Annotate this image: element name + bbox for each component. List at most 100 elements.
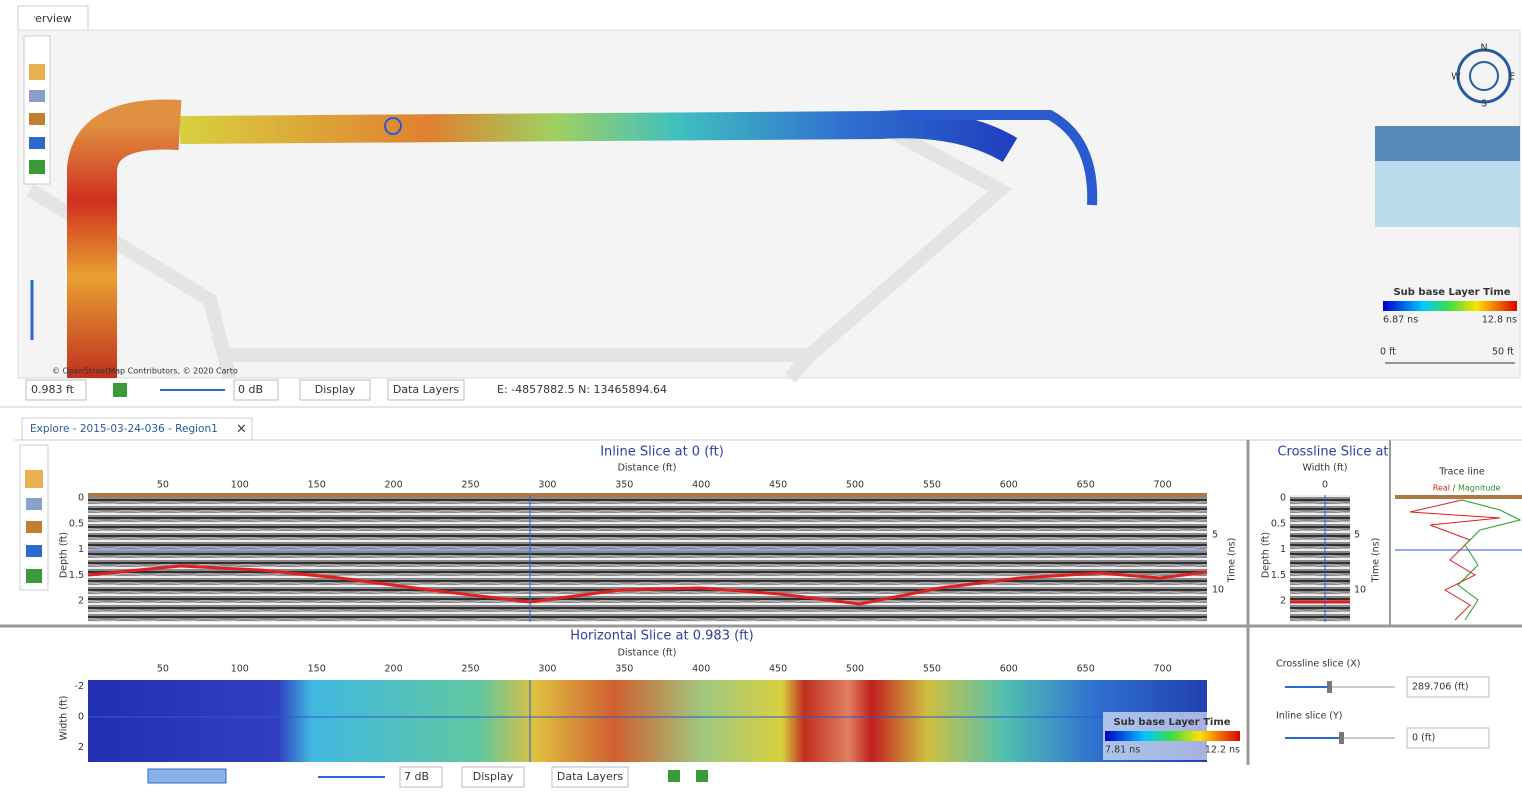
inline-radargram bbox=[88, 495, 1207, 622]
x-tick-label: 0 bbox=[1322, 480, 1328, 491]
crossline-x-label: Width (ft) bbox=[1303, 463, 1348, 474]
crossline-slider-label: Crossline slice (X) bbox=[1276, 659, 1360, 670]
crossline-title: Crossline Slice at bbox=[1277, 445, 1388, 460]
page: { "overview": { "tab": "Overview", "comp… bbox=[0, 0, 1522, 790]
scroll-bar[interactable] bbox=[148, 769, 226, 783]
x-tick-label: 450 bbox=[769, 664, 787, 675]
x-tick-label: 600 bbox=[1000, 664, 1018, 675]
y-tick-label: 1 bbox=[78, 544, 84, 555]
close-tab-icon[interactable]: × bbox=[236, 422, 247, 437]
y-tick-label: 5 bbox=[1354, 530, 1360, 541]
display-label: Display bbox=[473, 770, 514, 783]
trace-sep: / bbox=[1453, 484, 1456, 493]
data-layers-label: Data Layers bbox=[557, 770, 623, 783]
inline-title: Inline Slice at 0 (ft) bbox=[600, 445, 724, 460]
x-tick-label: 100 bbox=[231, 480, 249, 491]
y-tick-label: 1.5 bbox=[69, 570, 84, 581]
x-tick-label: 700 bbox=[1154, 664, 1172, 675]
x-tick-label: 250 bbox=[461, 480, 479, 491]
crossline-y-label: Depth (ft) bbox=[1261, 532, 1272, 578]
explore-toolbar: 7 dB Display Data Layers bbox=[148, 767, 708, 787]
legend-bar bbox=[1105, 731, 1240, 741]
trace-magnitude: Magnitude bbox=[1458, 484, 1500, 493]
x-tick-label: 700 bbox=[1154, 480, 1172, 491]
y-tick-label: 2 bbox=[78, 742, 84, 753]
legend-min: 6.87 ns bbox=[1383, 315, 1418, 326]
x-tick-label: 550 bbox=[923, 664, 941, 675]
x-tick-label: 250 bbox=[461, 664, 479, 675]
y-tick-label: 0 bbox=[78, 712, 84, 723]
crossline-y2-label: Time (ns) bbox=[1371, 538, 1382, 584]
explore-tab-label: Explore - 2015-03-24-036 - Region1 bbox=[30, 423, 218, 435]
horizontal-title: Horizontal Slice at 0.983 (ft) bbox=[570, 629, 753, 644]
data-layers-label: Data Layers bbox=[393, 383, 459, 396]
inline-y-label: Depth (ft) bbox=[59, 532, 70, 578]
y-tick-label: 0.5 bbox=[1271, 518, 1286, 529]
trace-real-line bbox=[1410, 500, 1500, 620]
y-tick-label: 0.5 bbox=[69, 518, 84, 529]
x-tick-label: 100 bbox=[231, 664, 249, 675]
x-tick-label: 650 bbox=[1077, 664, 1095, 675]
inline-slider-label: Inline slice (Y) bbox=[1276, 711, 1343, 722]
x-tick-label: 350 bbox=[615, 664, 633, 675]
compass-n: N bbox=[1480, 43, 1487, 54]
x-tick-label: 200 bbox=[385, 480, 403, 491]
legend-min: 7.81 ns bbox=[1105, 745, 1140, 756]
trace-real: Real bbox=[1433, 484, 1450, 493]
layer-icon[interactable] bbox=[668, 770, 680, 782]
legend-title: Sub base Layer Time bbox=[1113, 717, 1230, 728]
slider-thumb[interactable] bbox=[1327, 681, 1332, 693]
surface-line bbox=[88, 493, 1207, 497]
scale-start: 0 ft bbox=[1380, 347, 1396, 358]
horizontal-y-label: Width (ft) bbox=[59, 696, 70, 741]
x-tick-label: 650 bbox=[1077, 480, 1095, 491]
coordinates: E: -4857882.5 N: 13465894.64 bbox=[497, 383, 667, 396]
minimap bbox=[1375, 161, 1520, 227]
legend-max: 12.2 ns bbox=[1205, 745, 1240, 756]
inline-value: 0 (ft) bbox=[1412, 733, 1435, 744]
legend-max: 12.8 ns bbox=[1482, 315, 1517, 326]
attribution: © OpenStreetMap Contributors, © 2020 Car… bbox=[52, 367, 238, 376]
x-tick-label: 150 bbox=[308, 480, 326, 491]
x-tick-label: 500 bbox=[846, 480, 864, 491]
trace-title: Trace line bbox=[1438, 467, 1485, 478]
x-tick-label: 350 bbox=[615, 480, 633, 491]
legend-title: Sub base Layer Time bbox=[1393, 287, 1510, 298]
inline-x-label: Distance (ft) bbox=[618, 463, 677, 474]
legend-bar bbox=[1383, 301, 1517, 311]
horizontal-heatmap bbox=[88, 680, 1207, 762]
minimap bbox=[1375, 126, 1520, 161]
inline-y2-label: Time (ns) bbox=[1227, 538, 1238, 584]
layer-icon[interactable] bbox=[696, 770, 708, 782]
horizontal-x-label: Distance (ft) bbox=[618, 648, 677, 659]
x-tick-label: 50 bbox=[157, 664, 169, 675]
gain-value: 0 dB bbox=[238, 383, 263, 396]
x-tick-label: 400 bbox=[692, 664, 710, 675]
crossline-value: 289.706 (ft) bbox=[1412, 682, 1469, 693]
x-tick-label: 550 bbox=[923, 480, 941, 491]
compass-s: S bbox=[1481, 99, 1487, 110]
x-tick-label: 150 bbox=[308, 664, 326, 675]
y-tick-label: 1.5 bbox=[1271, 570, 1286, 581]
y-tick-label: 5 bbox=[1212, 530, 1218, 541]
surface-line bbox=[1395, 495, 1522, 499]
x-tick-label: 300 bbox=[538, 664, 556, 675]
y-tick-label: 10 bbox=[1212, 585, 1224, 596]
slider-thumb[interactable] bbox=[1339, 732, 1344, 744]
trace-magnitude-line bbox=[1458, 500, 1520, 620]
x-tick-label: 50 bbox=[157, 480, 169, 491]
explore-tools bbox=[20, 445, 48, 590]
y-tick-label: 2 bbox=[1280, 596, 1286, 607]
x-tick-label: 200 bbox=[385, 664, 403, 675]
x-tick-label: 400 bbox=[692, 480, 710, 491]
compass-w: W bbox=[1451, 72, 1461, 83]
y-tick-label: 1 bbox=[1280, 544, 1286, 555]
app-window: Overview N W E S Sub base Layer Time 6.8… bbox=[0, 0, 1522, 790]
layer-icon[interactable] bbox=[113, 383, 127, 397]
y-tick-label: 0 bbox=[1280, 493, 1286, 504]
map[interactable] bbox=[18, 30, 1520, 378]
y-tick-label: 10 bbox=[1354, 585, 1366, 596]
x-tick-label: 300 bbox=[538, 480, 556, 491]
display-label: Display bbox=[315, 383, 356, 396]
y-tick-label: -2 bbox=[75, 681, 84, 692]
